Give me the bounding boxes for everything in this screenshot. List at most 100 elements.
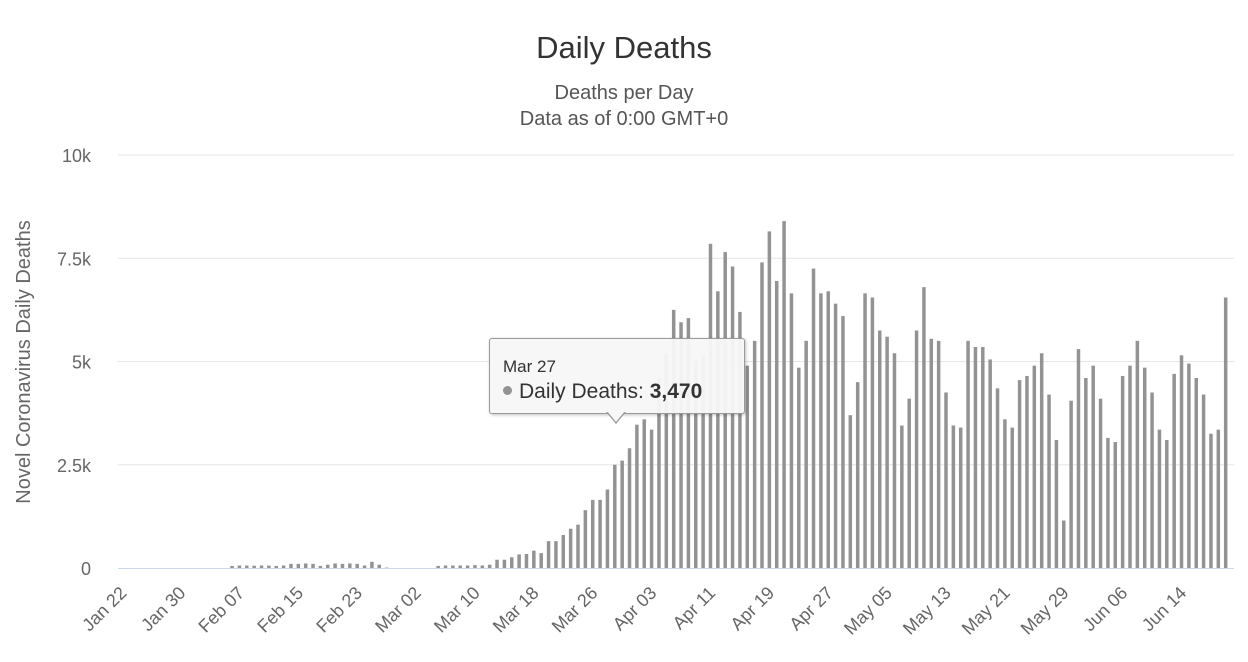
bar[interactable] — [1113, 442, 1118, 568]
bar[interactable] — [642, 419, 646, 568]
bar[interactable] — [1091, 365, 1095, 568]
bar[interactable] — [598, 499, 602, 568]
bar[interactable] — [613, 464, 617, 568]
bar[interactable] — [510, 557, 514, 568]
bar[interactable] — [1106, 437, 1110, 568]
bar[interactable] — [333, 563, 337, 568]
bar[interactable] — [627, 448, 632, 568]
bar[interactable] — [326, 564, 330, 568]
bar[interactable] — [1062, 520, 1066, 569]
bar[interactable] — [767, 231, 772, 568]
bar[interactable] — [811, 268, 816, 568]
bar[interactable] — [370, 561, 374, 568]
bar[interactable] — [1128, 365, 1132, 568]
bar[interactable] — [443, 565, 448, 568]
bar[interactable] — [605, 489, 610, 568]
bar[interactable] — [789, 293, 794, 568]
bar[interactable] — [1047, 394, 1051, 568]
bar[interactable] — [487, 564, 492, 568]
bar[interactable] — [936, 340, 941, 568]
bar[interactable] — [546, 541, 551, 568]
bar[interactable] — [436, 565, 440, 568]
bar[interactable] — [1201, 394, 1206, 568]
bar[interactable] — [1157, 429, 1162, 568]
bar[interactable] — [870, 297, 875, 568]
bar[interactable] — [760, 262, 764, 568]
bar[interactable] — [951, 425, 956, 568]
bar[interactable] — [863, 293, 867, 568]
bar[interactable] — [819, 293, 823, 568]
bar[interactable] — [716, 291, 720, 568]
bar[interactable] — [1003, 419, 1007, 568]
bar[interactable] — [1010, 427, 1014, 568]
bar[interactable] — [855, 382, 860, 568]
bar[interactable] — [1135, 340, 1140, 568]
bar[interactable] — [664, 353, 669, 568]
bar[interactable] — [1120, 375, 1125, 568]
bar[interactable] — [296, 563, 301, 568]
bar[interactable] — [804, 340, 808, 568]
bar[interactable] — [318, 565, 323, 568]
bar[interactable] — [480, 565, 485, 568]
bar[interactable] — [657, 378, 661, 568]
bar[interactable] — [900, 425, 904, 568]
bar[interactable] — [267, 565, 271, 568]
bar[interactable] — [929, 338, 934, 568]
bar[interactable] — [701, 355, 705, 568]
bar[interactable] — [730, 266, 735, 568]
bar[interactable] — [1076, 349, 1081, 568]
bar[interactable] — [1098, 398, 1103, 568]
bar[interactable] — [281, 565, 286, 568]
bar[interactable] — [1187, 363, 1191, 568]
bar[interactable] — [245, 565, 249, 568]
bar[interactable] — [907, 398, 911, 568]
bar[interactable] — [451, 565, 455, 568]
bar[interactable] — [495, 559, 499, 568]
bar[interactable] — [848, 415, 853, 568]
bar[interactable] — [958, 427, 963, 568]
bar[interactable] — [355, 563, 359, 568]
bar[interactable] — [576, 524, 580, 568]
bar[interactable] — [752, 340, 757, 568]
bar[interactable] — [1165, 439, 1169, 568]
bar[interactable] — [694, 361, 698, 569]
bar[interactable] — [679, 322, 683, 568]
bar[interactable] — [738, 311, 742, 568]
bar[interactable] — [554, 541, 558, 568]
bar[interactable] — [981, 347, 985, 568]
bar[interactable] — [1039, 353, 1044, 568]
bar[interactable] — [568, 528, 573, 568]
bar[interactable] — [782, 221, 786, 568]
bar[interactable] — [532, 550, 536, 568]
bar[interactable] — [995, 388, 1000, 568]
bar[interactable] — [988, 359, 992, 568]
bar[interactable] — [745, 365, 750, 568]
bar[interactable] — [649, 429, 654, 568]
bar[interactable] — [797, 367, 801, 568]
bar[interactable] — [465, 565, 470, 568]
bar[interactable] — [635, 424, 639, 568]
bar[interactable] — [348, 563, 352, 568]
bar[interactable] — [878, 330, 882, 568]
bar[interactable] — [1216, 429, 1221, 568]
bar[interactable] — [340, 563, 345, 568]
bar[interactable] — [885, 336, 889, 568]
bar[interactable] — [1054, 439, 1059, 568]
bar[interactable] — [1017, 380, 1022, 568]
bar[interactable] — [1084, 378, 1088, 568]
bar[interactable] — [774, 280, 779, 568]
bar[interactable] — [590, 499, 595, 568]
bar[interactable] — [973, 347, 978, 568]
bar[interactable] — [914, 330, 919, 568]
bar[interactable] — [502, 559, 507, 568]
bar[interactable] — [458, 565, 462, 568]
bar[interactable] — [274, 565, 278, 568]
bar[interactable] — [561, 534, 566, 568]
bar[interactable] — [686, 318, 691, 568]
bar[interactable] — [311, 563, 315, 568]
bar[interactable] — [1194, 378, 1198, 568]
bar[interactable] — [1150, 392, 1154, 568]
bar[interactable] — [892, 353, 897, 568]
bar[interactable] — [230, 565, 234, 568]
bar[interactable] — [966, 340, 970, 568]
